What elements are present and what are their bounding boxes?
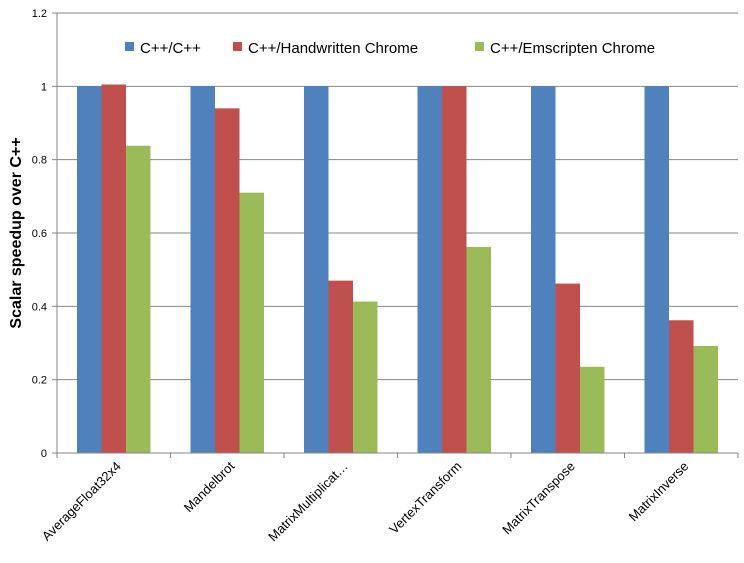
y-tick-label: 0.8: [32, 155, 47, 167]
bar: [580, 366, 605, 453]
y-tick-label: 1.2: [32, 8, 47, 20]
y-tick-label: 0.4: [32, 301, 47, 313]
axes: [52, 12, 739, 458]
x-tick-label: VertexTransform: [386, 459, 464, 537]
y-tick-label: 1: [41, 81, 47, 93]
bar: [215, 108, 240, 453]
y-tick-label: 0.6: [32, 228, 47, 240]
legend-label: C++/Handwritten Chrome: [248, 40, 418, 57]
bar: [693, 345, 718, 453]
bar: [77, 86, 102, 453]
bar: [190, 86, 215, 453]
legend-label: C++/C++: [140, 40, 201, 57]
legend-label: C++/Emscripten Chrome: [490, 40, 655, 57]
x-tick-label: MatrixMultiplicat…: [265, 459, 351, 545]
legend-swatch: [475, 42, 484, 51]
bar: [126, 145, 151, 453]
y-axis-label: Scalar speedup over C++: [8, 137, 25, 328]
legend-swatch: [125, 42, 134, 51]
y-tick-labels: 0 0.2 0.4 0.6 0.8 1 1.2: [32, 8, 47, 460]
x-tick-labels: AverageFloat32x4 Mandelbrot MatrixMultipli…: [39, 458, 692, 544]
bar: [466, 246, 491, 453]
gridlines: [57, 12, 738, 381]
bar: [304, 86, 329, 453]
bar: [442, 86, 467, 453]
bar: [239, 192, 264, 453]
x-tick-label: MatrixInverse: [626, 459, 692, 525]
bar: [531, 86, 556, 453]
y-tick-label: 0: [41, 448, 47, 460]
legend-swatch: [233, 42, 242, 51]
bar: [644, 86, 669, 453]
y-tick-label: 0.2: [32, 375, 47, 387]
bars: [77, 84, 718, 453]
x-tick-label: AverageFloat32x4: [39, 459, 124, 544]
bar: [669, 320, 694, 453]
x-tick-label: Mandelbrot: [181, 458, 238, 515]
bar: [555, 283, 580, 453]
bar: [101, 84, 126, 453]
bar: [417, 86, 442, 453]
bar: [328, 280, 353, 453]
bar: [353, 301, 378, 453]
x-tick-label: MatrixTranspose: [499, 459, 578, 538]
legend: C++/C++ C++/Handwritten Chrome C++/Emscrip…: [125, 40, 655, 57]
